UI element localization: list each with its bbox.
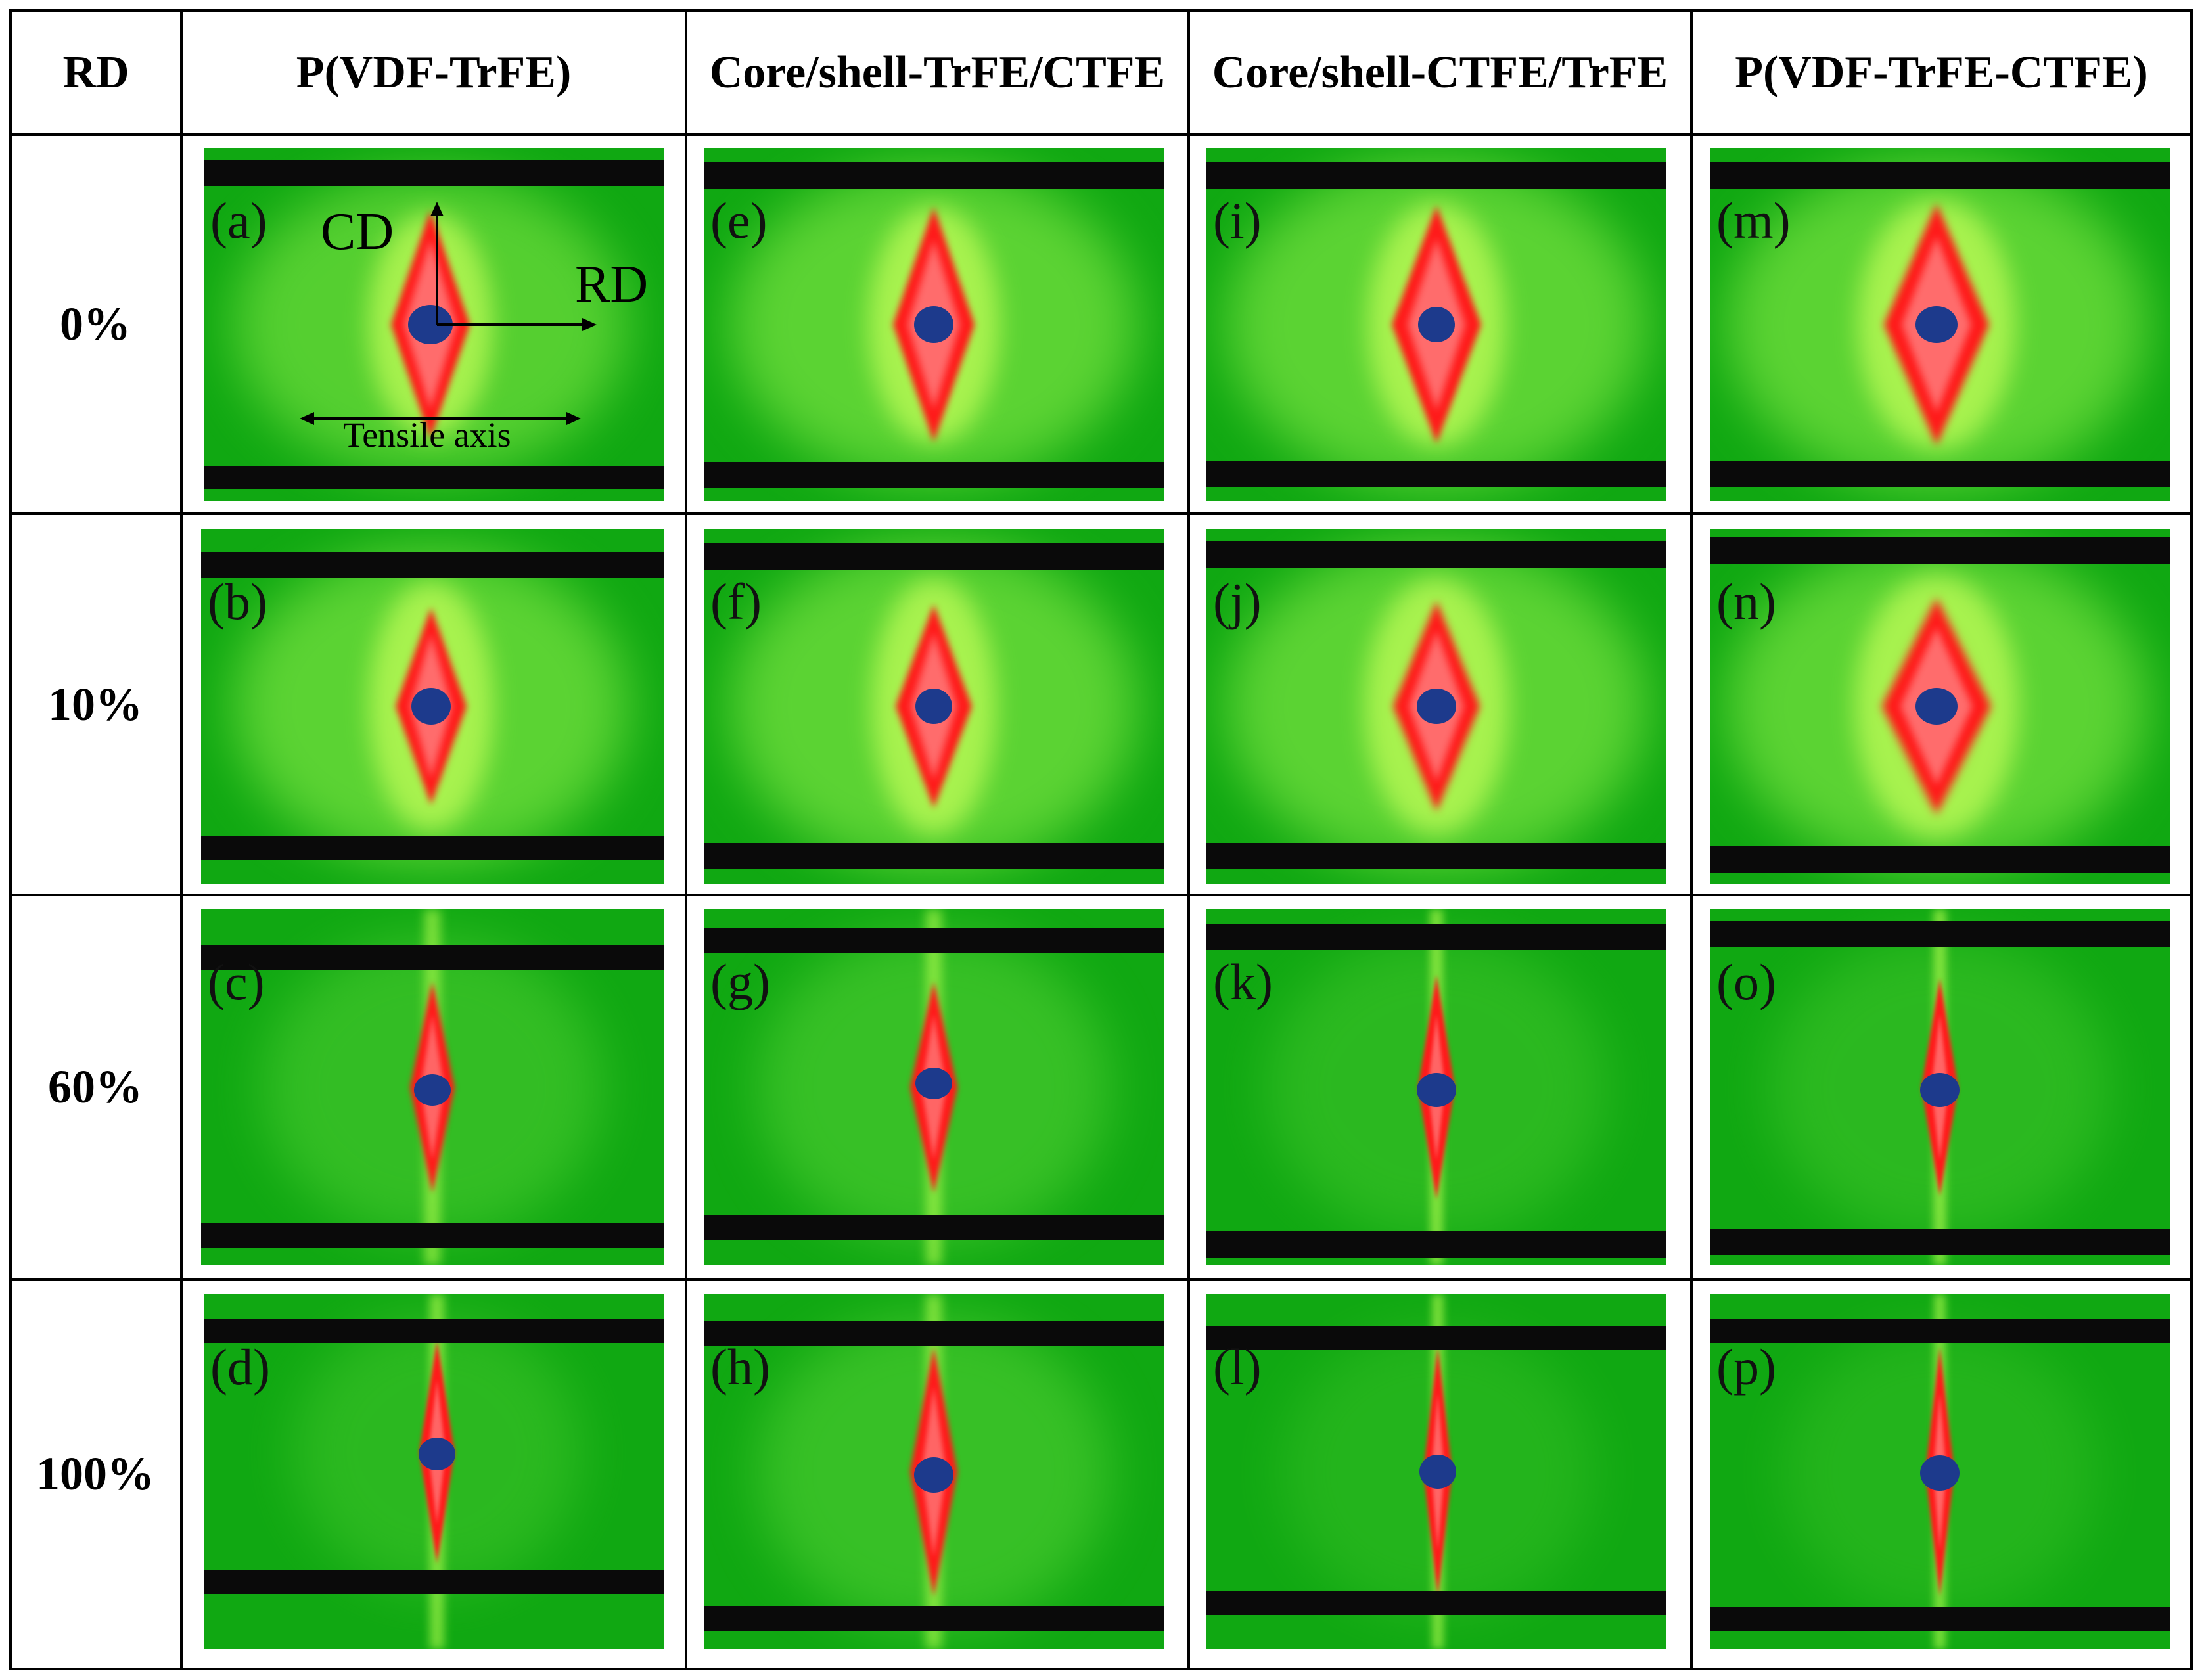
row-label-10pct: 10% — [48, 677, 143, 731]
panel-label-f: (f) — [710, 573, 762, 630]
saxs-pattern-o — [1710, 909, 2170, 1265]
saxs-panel-c: (c) — [201, 909, 664, 1265]
panel-label-b: (b) — [208, 573, 267, 630]
saxs-pattern-l — [1206, 1294, 1666, 1649]
saxs-panel-a: (a) CD RD Tensile axis — [204, 148, 664, 501]
axes-arrows-overlay — [300, 202, 597, 425]
panel-label-a: (a) — [210, 192, 267, 249]
saxs-panel-j: (j) — [1206, 529, 1666, 884]
panel-label-n: (n) — [1716, 573, 1776, 630]
col-divider-2 — [685, 9, 687, 1670]
table-border-bottom — [9, 1668, 2193, 1670]
saxs-panel-d: (d) — [204, 1294, 664, 1649]
col-divider-4 — [1690, 9, 1693, 1670]
row-label-0pct: 0% — [60, 298, 131, 350]
table-border-top — [9, 9, 2193, 12]
panel-label-k: (k) — [1213, 953, 1273, 1010]
row-divider-2 — [9, 894, 2193, 896]
panel-label-h: (h) — [710, 1338, 770, 1396]
header-divider — [9, 133, 2193, 136]
saxs-pattern-p — [1710, 1294, 2170, 1649]
panel-label-i: (i) — [1213, 192, 1262, 249]
saxs-panel-k: (k) — [1206, 909, 1666, 1265]
rd-axis-label: RD — [575, 256, 649, 313]
corner-header: RD — [62, 47, 129, 98]
tensile-axis-label: Tensile axis — [343, 415, 511, 455]
saxs-pattern-g — [704, 909, 1164, 1265]
saxs-pattern-n — [1710, 529, 2170, 884]
saxs-pattern-j — [1206, 529, 1666, 884]
saxs-pattern-c — [201, 909, 664, 1265]
saxs-panel-g: (g) — [704, 909, 1164, 1265]
saxs-panel-i: (i) — [1206, 148, 1666, 501]
panel-label-l: (l) — [1213, 1338, 1262, 1396]
row-divider-1 — [9, 512, 2193, 515]
saxs-panel-e: (e) — [704, 148, 1164, 501]
saxs-panel-o: (o) — [1710, 909, 2170, 1265]
panel-label-m: (m) — [1716, 192, 1791, 249]
saxs-panel-n: (n) — [1710, 529, 2170, 884]
panel-label-d: (d) — [210, 1338, 270, 1396]
saxs-pattern-f — [704, 529, 1164, 884]
cd-axis-label: CD — [321, 203, 394, 261]
saxs-panel-p: (p) — [1710, 1294, 2170, 1649]
saxs-pattern-b — [201, 529, 664, 884]
saxs-pattern-e — [704, 148, 1164, 501]
saxs-panel-b: (b) — [201, 529, 664, 884]
panel-label-e: (e) — [710, 192, 768, 249]
panel-label-o: (o) — [1716, 953, 1776, 1010]
panel-label-j: (j) — [1213, 573, 1262, 630]
saxs-panel-l: (l) — [1206, 1294, 1666, 1649]
panel-label-c: (c) — [208, 953, 265, 1010]
col-divider-1 — [180, 9, 183, 1670]
saxs-pattern-d — [204, 1294, 664, 1649]
table-border-right — [2190, 9, 2193, 1670]
column-header-4: P(VDF-TrFE-CTFE) — [1735, 47, 2148, 98]
column-header-1: P(VDF-TrFE) — [296, 47, 572, 98]
panel-label-p: (p) — [1716, 1338, 1776, 1396]
saxs-pattern-a — [204, 148, 664, 501]
saxs-pattern-m — [1710, 148, 2170, 501]
saxs-panel-m: (m) — [1710, 148, 2170, 501]
col-divider-3 — [1187, 9, 1190, 1670]
row-divider-3 — [9, 1278, 2193, 1281]
saxs-pattern-k — [1206, 909, 1666, 1265]
panel-label-g: (g) — [710, 953, 770, 1010]
row-label-100pct: 100% — [36, 1447, 154, 1500]
table-border-left — [9, 9, 12, 1670]
column-header-3: Core/shell-CTFE/TrFE — [1212, 47, 1668, 98]
row-label-60pct: 60% — [48, 1060, 143, 1113]
saxs-panel-f: (f) — [704, 529, 1164, 884]
saxs-pattern-i — [1206, 148, 1666, 501]
saxs-panel-h: (h) — [704, 1294, 1164, 1649]
saxs-pattern-h — [704, 1294, 1164, 1649]
column-header-2: Core/shell-TrFE/CTFE — [709, 47, 1166, 98]
